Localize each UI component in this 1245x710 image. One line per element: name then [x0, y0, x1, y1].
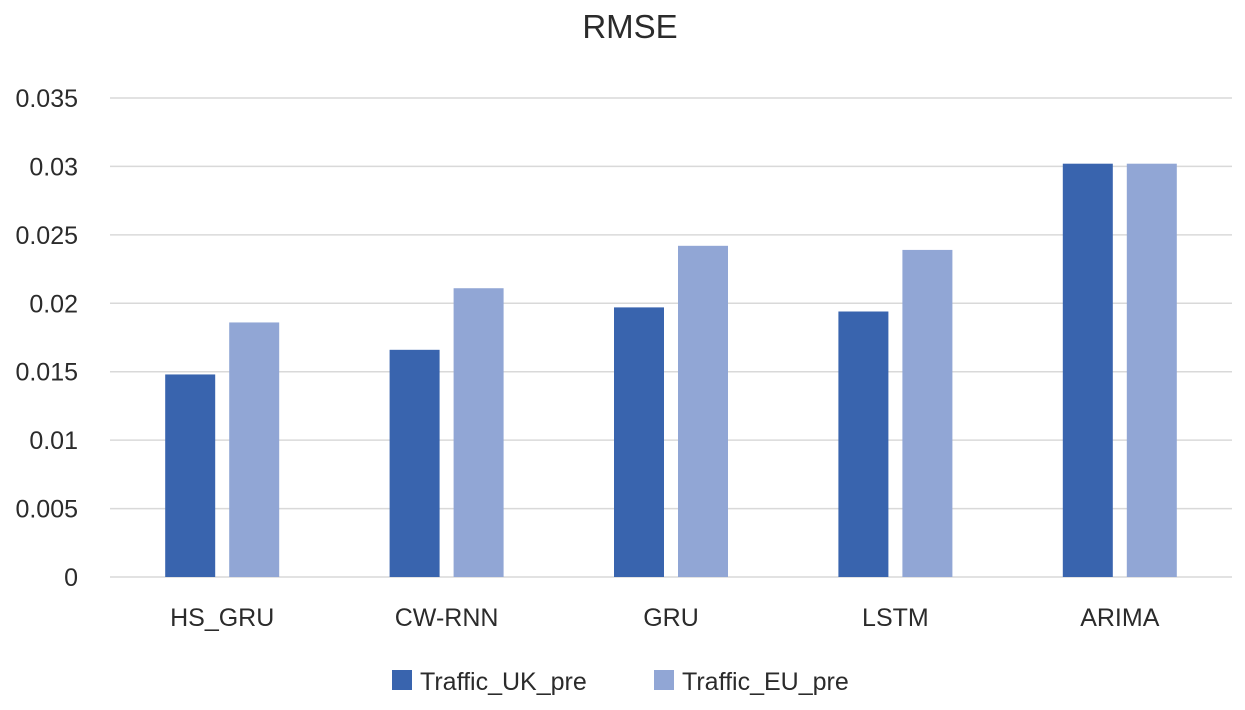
bar-series [165, 163, 1177, 578]
y-tick-label-4: 0.02 [29, 290, 78, 318]
bar-cw-rnn-traffic-uk-pre [389, 349, 440, 577]
y-tick-label-1: 0.005 [15, 496, 78, 524]
chart-title: RMSE [582, 8, 677, 45]
bar-arima-traffic-uk-pre [1062, 163, 1113, 578]
y-tick-label-2: 0.01 [29, 427, 78, 455]
x-tick-label-1: CW-RNN [395, 604, 499, 632]
bar-lstm-traffic-uk-pre [838, 311, 889, 577]
bar-arima-traffic-eu-pre [1126, 163, 1177, 578]
bar-hs-gru-traffic-uk-pre [165, 374, 216, 577]
bar-gru-traffic-eu-pre [678, 245, 728, 577]
y-tick-label-7: 0.035 [15, 85, 78, 113]
y-axis-labels: 0 0.005 0.01 0.015 0.02 0.025 0.03 0.035 [15, 85, 78, 592]
x-tick-label-0: HS_GRU [170, 604, 274, 632]
legend-swatch-1 [654, 670, 674, 690]
legend-label-0: Traffic_UK_pre [420, 668, 587, 696]
x-tick-label-2: GRU [643, 604, 699, 632]
bar-gru-traffic-uk-pre [614, 307, 664, 577]
bar-hs-gru-traffic-eu-pre [229, 322, 280, 577]
x-axis-labels: HS_GRU CW-RNN GRU LSTM ARIMA [170, 604, 1160, 632]
x-tick-label-3: LSTM [862, 604, 929, 632]
y-tick-label-0: 0 [64, 564, 78, 592]
legend-label-1: Traffic_EU_pre [682, 668, 849, 696]
grid-lines [110, 97, 1232, 578]
y-tick-label-6: 0.03 [29, 153, 78, 181]
bar-cw-rnn-traffic-eu-pre [453, 288, 504, 577]
bar-lstm-traffic-eu-pre [902, 249, 953, 577]
legend: Traffic_UK_pre Traffic_EU_pre [392, 668, 849, 696]
y-tick-label-3: 0.015 [15, 359, 78, 387]
y-tick-label-5: 0.025 [15, 222, 78, 250]
x-tick-label-4: ARIMA [1080, 604, 1160, 632]
legend-swatch-0 [392, 670, 412, 690]
